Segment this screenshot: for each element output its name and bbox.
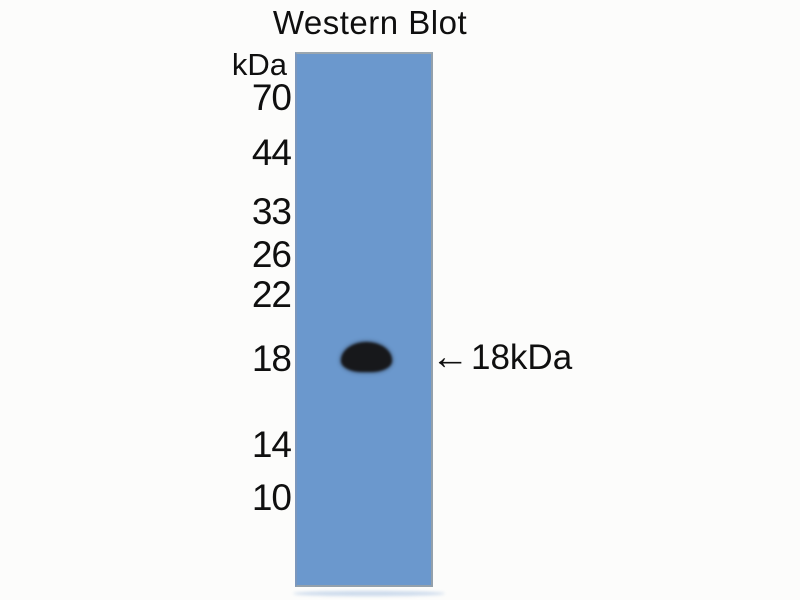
membrane-lane (295, 52, 433, 587)
marker-label-33: 33 (251, 191, 292, 232)
marker-label-14: 14 (251, 424, 292, 465)
left-arrow-icon: ← (431, 336, 469, 378)
marker-label-44: 44 (251, 132, 292, 173)
figure-title: Western Blot (272, 4, 468, 41)
kda-unit-label: kDa (231, 47, 287, 82)
marker-label-26: 26 (251, 234, 292, 275)
marker-label-18: 18 (251, 338, 292, 379)
marker-label-10: 10 (251, 477, 292, 518)
membrane-smudge (293, 591, 445, 596)
band-size-label: 18kDa (471, 338, 573, 377)
marker-label-70: 70 (251, 77, 292, 118)
marker-label-22: 22 (251, 274, 292, 315)
protein-band (341, 342, 392, 372)
